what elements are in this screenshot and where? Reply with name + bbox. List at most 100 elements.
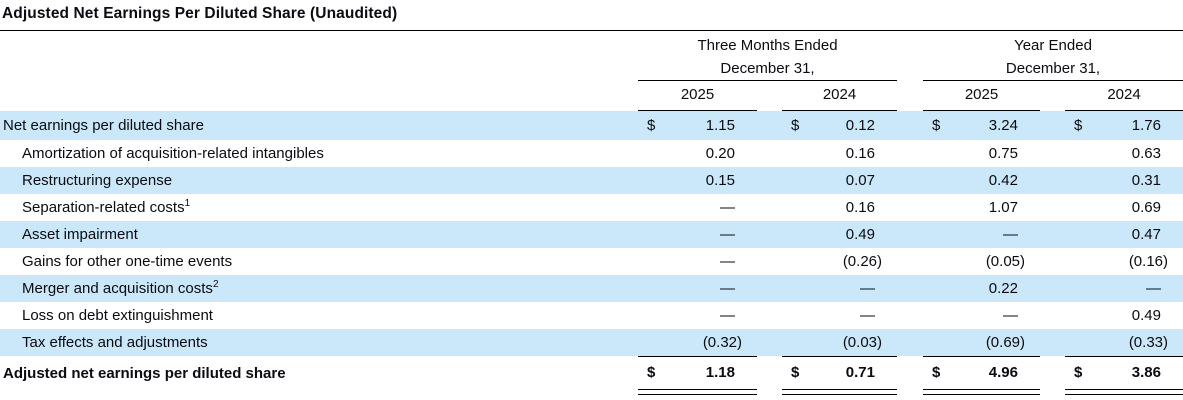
value: 1.76 bbox=[1131, 117, 1161, 134]
value-cell: $1.76 bbox=[1065, 117, 1183, 134]
value: 1.07 bbox=[988, 199, 1018, 216]
row-label: Adjusted net earnings per diluted share bbox=[0, 356, 638, 398]
value-cell: 0.16 bbox=[782, 199, 897, 216]
table-year-header-row: 2025 2024 2025 2024 bbox=[0, 81, 1183, 111]
value-cell: 0.31 bbox=[1065, 172, 1183, 189]
row-label: Tax effects and adjustments bbox=[0, 334, 638, 351]
value-cell: — bbox=[638, 199, 757, 216]
value-cell: 0.42 bbox=[923, 172, 1040, 189]
value-cell: (0.33) bbox=[1065, 334, 1183, 351]
value: 0.63 bbox=[1131, 145, 1161, 162]
value-cell: 0.49 bbox=[782, 226, 897, 243]
row-label-text: Merger and acquisition costs bbox=[22, 280, 213, 297]
value-cell: (0.69) bbox=[923, 334, 1040, 351]
dollar-sign: $ bbox=[791, 117, 800, 134]
value: 1.18 bbox=[705, 364, 735, 381]
value: 0.07 bbox=[845, 172, 875, 189]
dollar-sign: $ bbox=[1074, 364, 1083, 381]
value: — bbox=[720, 199, 735, 216]
year-header-tm-2025: 2025 bbox=[638, 81, 757, 111]
value-cell: 0.47 bbox=[1065, 226, 1183, 243]
value-cell: $0.71 bbox=[782, 356, 897, 398]
value: 4.96 bbox=[988, 364, 1018, 381]
table-group-header-row: Three Months Ended December 31, Year End… bbox=[0, 31, 1183, 81]
row-label-text: Loss on debt extinguishment bbox=[22, 307, 213, 324]
value: 0.69 bbox=[1131, 199, 1161, 216]
value: — bbox=[1003, 226, 1018, 243]
dollar-sign: $ bbox=[791, 364, 800, 381]
value-cell: — bbox=[638, 226, 757, 243]
value-cell: — bbox=[923, 226, 1040, 243]
value: — bbox=[860, 307, 875, 324]
value: — bbox=[720, 307, 735, 324]
value: 0.20 bbox=[705, 145, 735, 162]
value-cell: $1.15 bbox=[638, 117, 757, 134]
group-label-line2: December 31, bbox=[720, 60, 815, 77]
value-cell: 0.07 bbox=[782, 172, 897, 189]
value: 0.75 bbox=[988, 145, 1018, 162]
row-label-text: Tax effects and adjustments bbox=[22, 334, 208, 351]
value-cell: — bbox=[638, 307, 757, 324]
table-row-separation-costs: Separation-related costs1 — 0.16 1.07 0.… bbox=[0, 194, 1183, 221]
value: 3.86 bbox=[1131, 364, 1161, 381]
value: — bbox=[720, 226, 735, 243]
value: — bbox=[1146, 280, 1161, 297]
year-header-ye-2024: 2024 bbox=[1065, 81, 1183, 111]
value: 1.15 bbox=[705, 117, 735, 134]
value: — bbox=[720, 253, 735, 270]
value: 0.16 bbox=[845, 199, 875, 216]
value: (0.03) bbox=[842, 334, 882, 351]
value-cell: — bbox=[782, 307, 897, 324]
row-label: Amortization of acquisition-related inta… bbox=[0, 145, 638, 162]
table-row-debt-extinguishment: Loss on debt extinguishment — — — 0.49 bbox=[0, 302, 1183, 329]
value-cell: 0.22 bbox=[923, 280, 1040, 297]
table-row-adjusted-net-earnings: Adjusted net earnings per diluted share … bbox=[0, 356, 1183, 398]
value: 3.24 bbox=[988, 117, 1018, 134]
value-cell: 0.63 bbox=[1065, 145, 1183, 162]
row-label-text: Separation-related costs bbox=[22, 199, 185, 216]
value: 0.31 bbox=[1131, 172, 1161, 189]
row-label-text: Restructuring expense bbox=[22, 172, 173, 189]
value-cell: 0.49 bbox=[1065, 307, 1183, 324]
value: (0.16) bbox=[1128, 253, 1168, 270]
row-label: Merger and acquisition costs2 bbox=[0, 279, 638, 298]
value-cell: (0.03) bbox=[782, 334, 897, 351]
value: (0.33) bbox=[1128, 334, 1168, 351]
value: 0.15 bbox=[705, 172, 735, 189]
value-cell: (0.05) bbox=[923, 253, 1040, 270]
group-label-line1: Three Months Ended bbox=[697, 37, 838, 54]
value: — bbox=[720, 280, 735, 297]
value-cell: — bbox=[782, 280, 897, 297]
value: 0.16 bbox=[845, 145, 875, 162]
column-group-three-months: Three Months Ended December 31, bbox=[638, 31, 897, 81]
value-cell: (0.32) bbox=[638, 334, 757, 351]
footnote-marker: 2 bbox=[212, 279, 219, 290]
dollar-sign: $ bbox=[1074, 117, 1083, 134]
value: 0.71 bbox=[845, 364, 875, 381]
value-cell: $3.24 bbox=[923, 117, 1040, 134]
dollar-sign: $ bbox=[932, 364, 941, 381]
value-cell: — bbox=[638, 280, 757, 297]
value-cell: $4.96 bbox=[923, 356, 1040, 398]
footnote-marker: 1 bbox=[184, 198, 191, 209]
table-row-tax-effects: Tax effects and adjustments (0.32) (0.03… bbox=[0, 329, 1183, 356]
value-cell: 0.75 bbox=[923, 145, 1040, 162]
row-label: Gains for other one-time events bbox=[0, 253, 638, 270]
table-row-amortization: Amortization of acquisition-related inta… bbox=[0, 140, 1183, 167]
row-label: Separation-related costs1 bbox=[0, 198, 638, 217]
value: 0.22 bbox=[988, 280, 1018, 297]
table-row-asset-impairment: Asset impairment — 0.49 — 0.47 bbox=[0, 221, 1183, 248]
value: (0.32) bbox=[702, 334, 742, 351]
row-label: Restructuring expense bbox=[0, 172, 638, 189]
value: 0.47 bbox=[1131, 226, 1161, 243]
value-cell: (0.16) bbox=[1065, 253, 1183, 270]
row-label: Asset impairment bbox=[0, 226, 638, 243]
group-label-line1: Year Ended bbox=[1014, 37, 1092, 54]
value: — bbox=[1003, 307, 1018, 324]
row-label: Net earnings per diluted share bbox=[0, 117, 638, 134]
value: (0.05) bbox=[985, 253, 1025, 270]
value-cell: $0.12 bbox=[782, 117, 897, 134]
value-cell: 0.69 bbox=[1065, 199, 1183, 216]
table-row-merger-costs: Merger and acquisition costs2 — — 0.22 — bbox=[0, 275, 1183, 302]
